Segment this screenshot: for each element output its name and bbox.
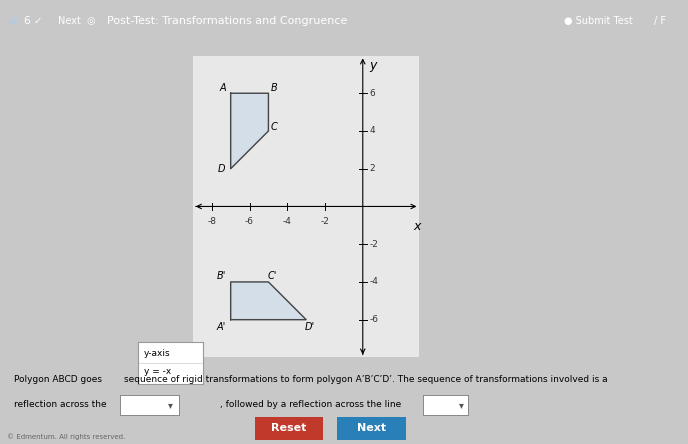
Text: C: C [270,122,277,132]
Polygon shape [230,93,268,169]
Text: us: us [7,16,19,26]
Text: -4: -4 [369,278,378,286]
Text: -8: -8 [207,217,216,226]
Text: C': C' [268,271,277,281]
Text: reflection across the: reflection across the [14,400,107,408]
Text: 6 ✓: 6 ✓ [24,16,43,26]
Text: Polygon ABCD goes: Polygon ABCD goes [14,375,102,384]
Text: sequence of rigid transformations to form polygon A’B’C’D’. The sequence of tran: sequence of rigid transformations to for… [124,375,608,384]
Text: 6: 6 [369,89,375,98]
Text: A: A [220,83,226,93]
Text: / F: / F [654,16,665,26]
Text: -4: -4 [283,217,292,226]
Text: -6: -6 [369,315,378,324]
Text: D': D' [305,322,315,332]
Text: Post-Test: Transformations and Congruence: Post-Test: Transformations and Congruenc… [107,16,347,26]
Text: , followed by a reflection across the line: , followed by a reflection across the li… [220,400,401,408]
Text: ▾: ▾ [168,400,173,410]
Polygon shape [230,282,306,320]
FancyBboxPatch shape [255,418,323,439]
FancyBboxPatch shape [337,418,406,439]
Text: 2: 2 [369,164,375,173]
Text: ▾: ▾ [459,400,464,410]
Text: -2: -2 [369,240,378,249]
Text: ● Submit Test: ● Submit Test [564,16,633,26]
Text: Next  ◎: Next ◎ [58,16,96,26]
Text: Next: Next [357,424,386,433]
Text: D: D [217,164,225,174]
Text: B': B' [217,271,226,281]
Text: B: B [270,83,277,93]
Text: y: y [369,59,377,72]
Text: Reset: Reset [271,424,307,433]
Text: 4: 4 [369,127,375,135]
Text: y = -x: y = -x [144,367,171,376]
Text: -6: -6 [245,217,254,226]
Text: -2: -2 [321,217,330,226]
Text: © Edmentum. All rights reserved.: © Edmentum. All rights reserved. [7,433,125,440]
Text: x: x [413,220,420,233]
Text: y-axis: y-axis [144,349,171,358]
Text: A': A' [217,322,226,332]
